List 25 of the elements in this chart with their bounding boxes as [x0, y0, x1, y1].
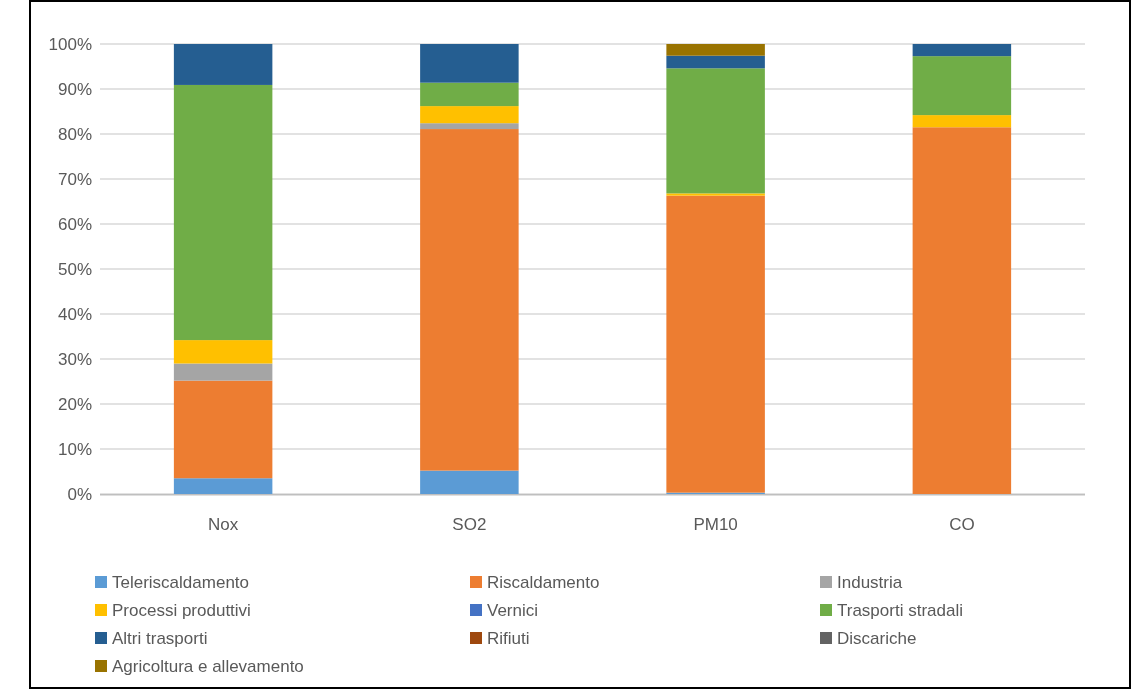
- x-tick-label: CO: [949, 515, 975, 534]
- y-tick-label: 80%: [57, 124, 92, 144]
- x-tick-label: Nox: [208, 515, 239, 534]
- legend-label: Rifiuti: [487, 628, 530, 648]
- legend-label: Agricoltura e allevamento: [112, 656, 304, 676]
- y-tick-label: 30%: [57, 349, 92, 369]
- y-tick-label: 70%: [57, 169, 92, 189]
- y-tick-label: 60%: [57, 214, 92, 234]
- legend-label: Industria: [837, 572, 903, 592]
- legend-label: Discariche: [837, 628, 917, 648]
- legend-label: Trasporti stradali: [837, 600, 963, 620]
- x-tick-label: SO2: [452, 515, 487, 534]
- y-tick-label: 90%: [57, 79, 92, 99]
- legend-label: Teleriscaldamento: [112, 572, 250, 592]
- x-tick-label: PM10: [693, 515, 738, 534]
- y-tick-label: 100%: [48, 34, 92, 54]
- y-tick-label: 40%: [57, 304, 92, 324]
- y-tick-label: 50%: [57, 259, 92, 279]
- legend-label: Riscaldamento: [487, 572, 600, 592]
- y-tick-label: 20%: [57, 394, 92, 414]
- legend-label: Vernici: [487, 600, 539, 620]
- y-tick-label: 10%: [57, 439, 92, 459]
- legend-label: Altri trasporti: [112, 628, 208, 648]
- legend-label: Processi produttivi: [112, 600, 251, 620]
- y-tick-label: 0%: [67, 484, 92, 504]
